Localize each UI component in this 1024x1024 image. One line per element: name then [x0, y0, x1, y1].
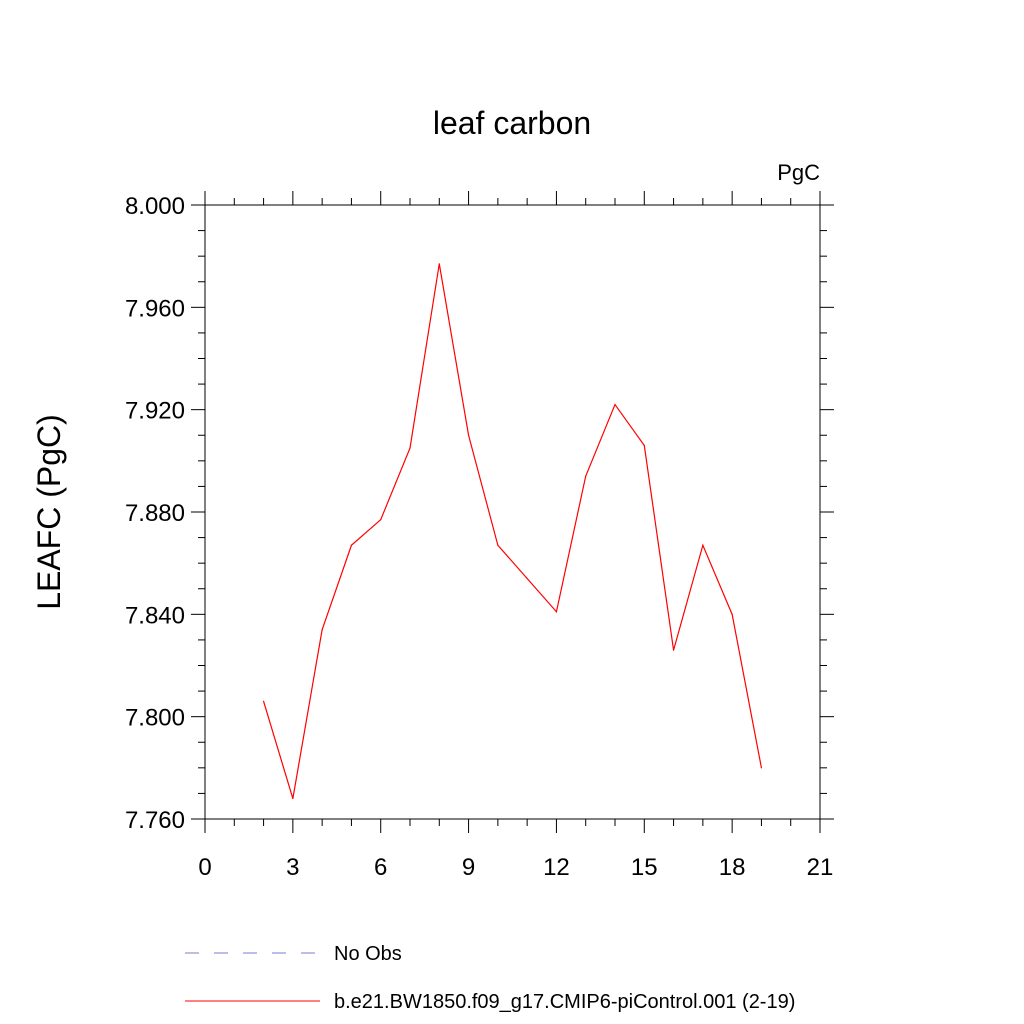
legend-label-picontrol: b.e21.BW1850.f09_g17.CMIP6-piControl.001…: [334, 991, 795, 1013]
x-tick-label: 21: [807, 854, 834, 881]
x-tick-label: 0: [198, 854, 211, 881]
series-point: [643, 444, 645, 447]
y-axis-ticks: 7.760 7.800 7.840 7.880 7.920 7.960 8.000: [125, 193, 834, 834]
series-point: [467, 434, 470, 436]
x-axis-ticks: 0 3 6 9 12 15 18 21: [198, 191, 833, 881]
series-point: [526, 577, 528, 580]
y-tick-label: 7.760: [125, 807, 185, 834]
series-point: [555, 611, 558, 613]
series-layer: [262, 263, 763, 800]
series-point: [292, 797, 294, 800]
x-tick-label: 3: [286, 854, 299, 881]
series-point: [585, 475, 587, 477]
x-tick-label: 6: [374, 854, 387, 881]
series-point: [760, 767, 763, 769]
series-point: [702, 544, 704, 546]
y-tick-label: 8.000: [125, 193, 185, 220]
series-point: [672, 649, 675, 651]
series-point: [497, 544, 499, 546]
y-axis-label: LEAFC (PgC): [31, 414, 67, 610]
plot-frame: [204, 204, 821, 820]
series-point: [438, 263, 440, 265]
y-tick-label: 7.840: [125, 602, 185, 629]
x-tick-label: 12: [543, 854, 570, 881]
units-label: PgC: [777, 160, 820, 185]
legend: No Obs b.e21.BW1850.f09_g17.CMIP6-piCont…: [185, 943, 795, 1013]
chart-title: leaf carbon: [433, 105, 591, 141]
y-tick-label: 7.960: [125, 295, 185, 322]
y-tick-label: 7.800: [125, 705, 185, 732]
series-point: [350, 544, 353, 546]
y-tick-label: 7.920: [125, 398, 185, 425]
legend-label-no-obs: No Obs: [334, 943, 402, 965]
x-tick-label: 18: [719, 854, 746, 881]
series-line-1: [262, 263, 763, 799]
series-point: [731, 613, 733, 615]
series-point: [262, 700, 265, 702]
series-point: [380, 519, 382, 521]
y-tick-label: 7.880: [125, 500, 185, 527]
series-point: [409, 447, 411, 449]
x-tick-label: 9: [462, 854, 475, 881]
x-tick-label: 15: [631, 854, 658, 881]
series-point: [614, 403, 616, 406]
series-point: [321, 629, 323, 631]
